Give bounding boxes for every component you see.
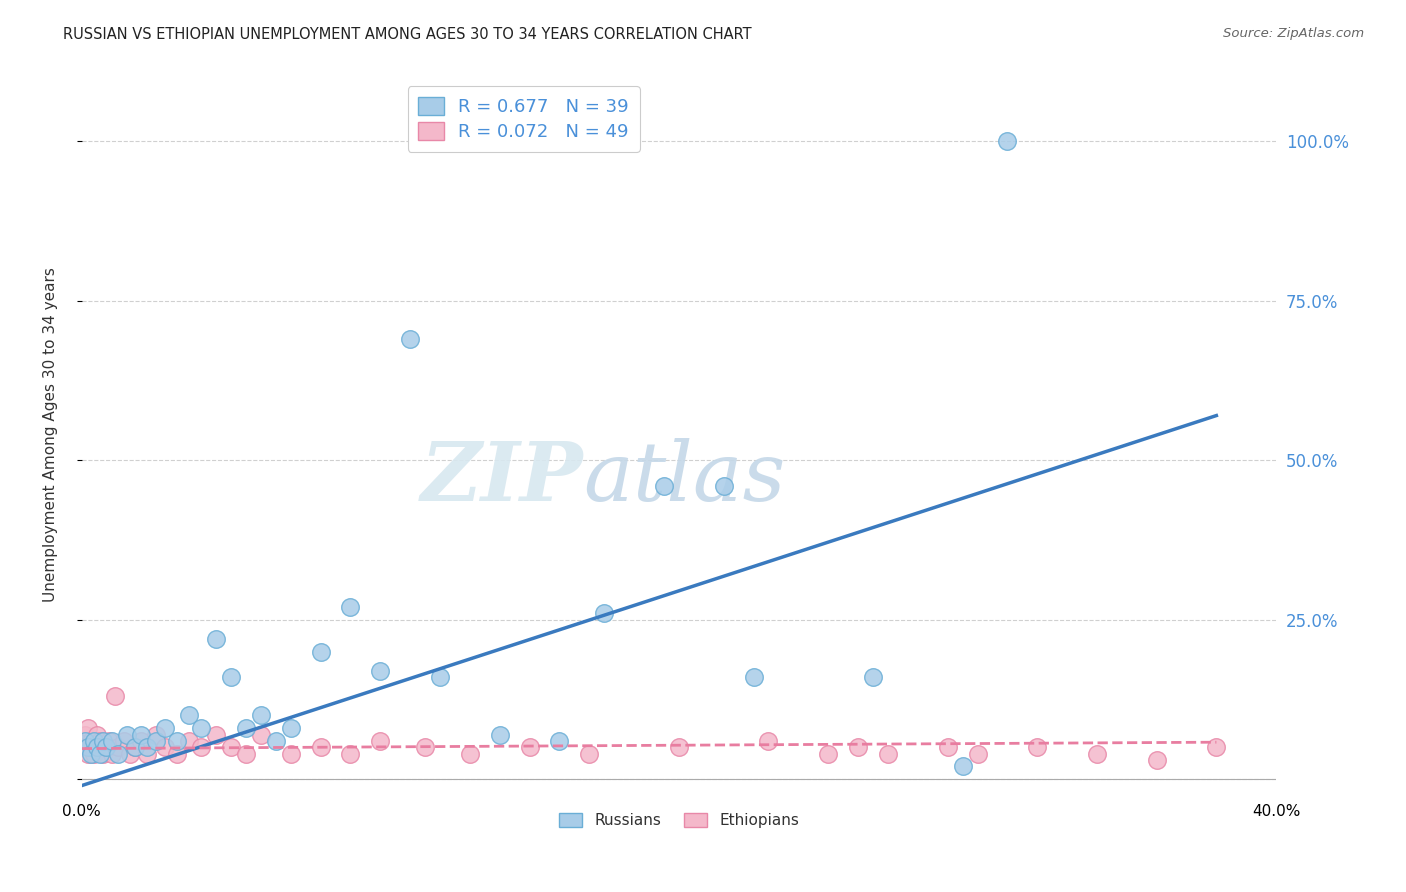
- Point: [166, 747, 188, 761]
- Point: [652, 479, 675, 493]
- Point: [219, 740, 242, 755]
- Point: [966, 747, 988, 761]
- Legend: Russians, Ethiopians: Russians, Ethiopians: [553, 806, 806, 834]
- Point: [1026, 740, 1049, 755]
- Point: [86, 740, 108, 755]
- Point: [124, 740, 146, 755]
- Point: [155, 740, 177, 755]
- Point: [758, 734, 780, 748]
- Point: [76, 747, 98, 761]
- Point: [136, 747, 159, 761]
- Point: [264, 734, 287, 748]
- Point: [179, 708, 201, 723]
- Point: [107, 740, 129, 755]
- Point: [1146, 753, 1168, 767]
- Point: [89, 747, 111, 761]
- Point: [80, 747, 103, 761]
- Point: [578, 747, 600, 761]
- Point: [73, 727, 96, 741]
- Point: [91, 734, 114, 748]
- Point: [309, 740, 332, 755]
- Point: [179, 734, 201, 748]
- Text: atlas: atlas: [583, 438, 786, 517]
- Point: [89, 734, 111, 748]
- Point: [1205, 740, 1227, 755]
- Point: [73, 734, 96, 748]
- Point: [548, 734, 571, 748]
- Point: [145, 734, 167, 748]
- Point: [429, 670, 451, 684]
- Point: [86, 740, 108, 755]
- Point: [399, 332, 422, 346]
- Point: [112, 734, 135, 748]
- Point: [76, 721, 98, 735]
- Point: [190, 740, 212, 755]
- Point: [94, 740, 117, 755]
- Point: [131, 727, 153, 741]
- Point: [219, 670, 242, 684]
- Text: Source: ZipAtlas.com: Source: ZipAtlas.com: [1223, 27, 1364, 40]
- Point: [235, 747, 257, 761]
- Point: [205, 727, 228, 741]
- Point: [488, 727, 510, 741]
- Point: [100, 734, 122, 748]
- Point: [1085, 747, 1108, 761]
- Point: [94, 740, 117, 755]
- Point: [846, 740, 869, 755]
- Point: [280, 721, 302, 735]
- Point: [458, 747, 481, 761]
- Point: [368, 664, 391, 678]
- Point: [339, 747, 361, 761]
- Point: [339, 599, 361, 614]
- Point: [593, 607, 616, 621]
- Point: [131, 734, 153, 748]
- Point: [877, 747, 900, 761]
- Point: [368, 734, 391, 748]
- Point: [73, 740, 96, 755]
- Point: [155, 721, 177, 735]
- Point: [250, 727, 273, 741]
- Text: ZIP: ZIP: [420, 438, 583, 517]
- Point: [136, 740, 159, 755]
- Point: [115, 727, 138, 741]
- Point: [107, 747, 129, 761]
- Point: [100, 747, 122, 761]
- Point: [190, 721, 212, 735]
- Point: [995, 134, 1018, 148]
- Point: [86, 727, 108, 741]
- Point: [83, 734, 105, 748]
- Point: [76, 740, 98, 755]
- Point: [205, 632, 228, 646]
- Point: [166, 734, 188, 748]
- Point: [817, 747, 839, 761]
- Point: [668, 740, 690, 755]
- Point: [145, 727, 167, 741]
- Point: [80, 734, 103, 748]
- Point: [124, 740, 146, 755]
- Point: [118, 747, 141, 761]
- Point: [103, 690, 125, 704]
- Point: [936, 740, 959, 755]
- Point: [309, 645, 332, 659]
- Point: [83, 747, 105, 761]
- Point: [742, 670, 765, 684]
- Point: [413, 740, 436, 755]
- Point: [235, 721, 257, 735]
- Point: [862, 670, 884, 684]
- Point: [519, 740, 541, 755]
- Point: [97, 734, 120, 748]
- Point: [952, 759, 974, 773]
- Text: RUSSIAN VS ETHIOPIAN UNEMPLOYMENT AMONG AGES 30 TO 34 YEARS CORRELATION CHART: RUSSIAN VS ETHIOPIAN UNEMPLOYMENT AMONG …: [63, 27, 752, 42]
- Y-axis label: Unemployment Among Ages 30 to 34 years: Unemployment Among Ages 30 to 34 years: [44, 268, 58, 602]
- Point: [91, 747, 114, 761]
- Point: [713, 479, 735, 493]
- Point: [80, 740, 103, 755]
- Point: [250, 708, 273, 723]
- Point: [280, 747, 302, 761]
